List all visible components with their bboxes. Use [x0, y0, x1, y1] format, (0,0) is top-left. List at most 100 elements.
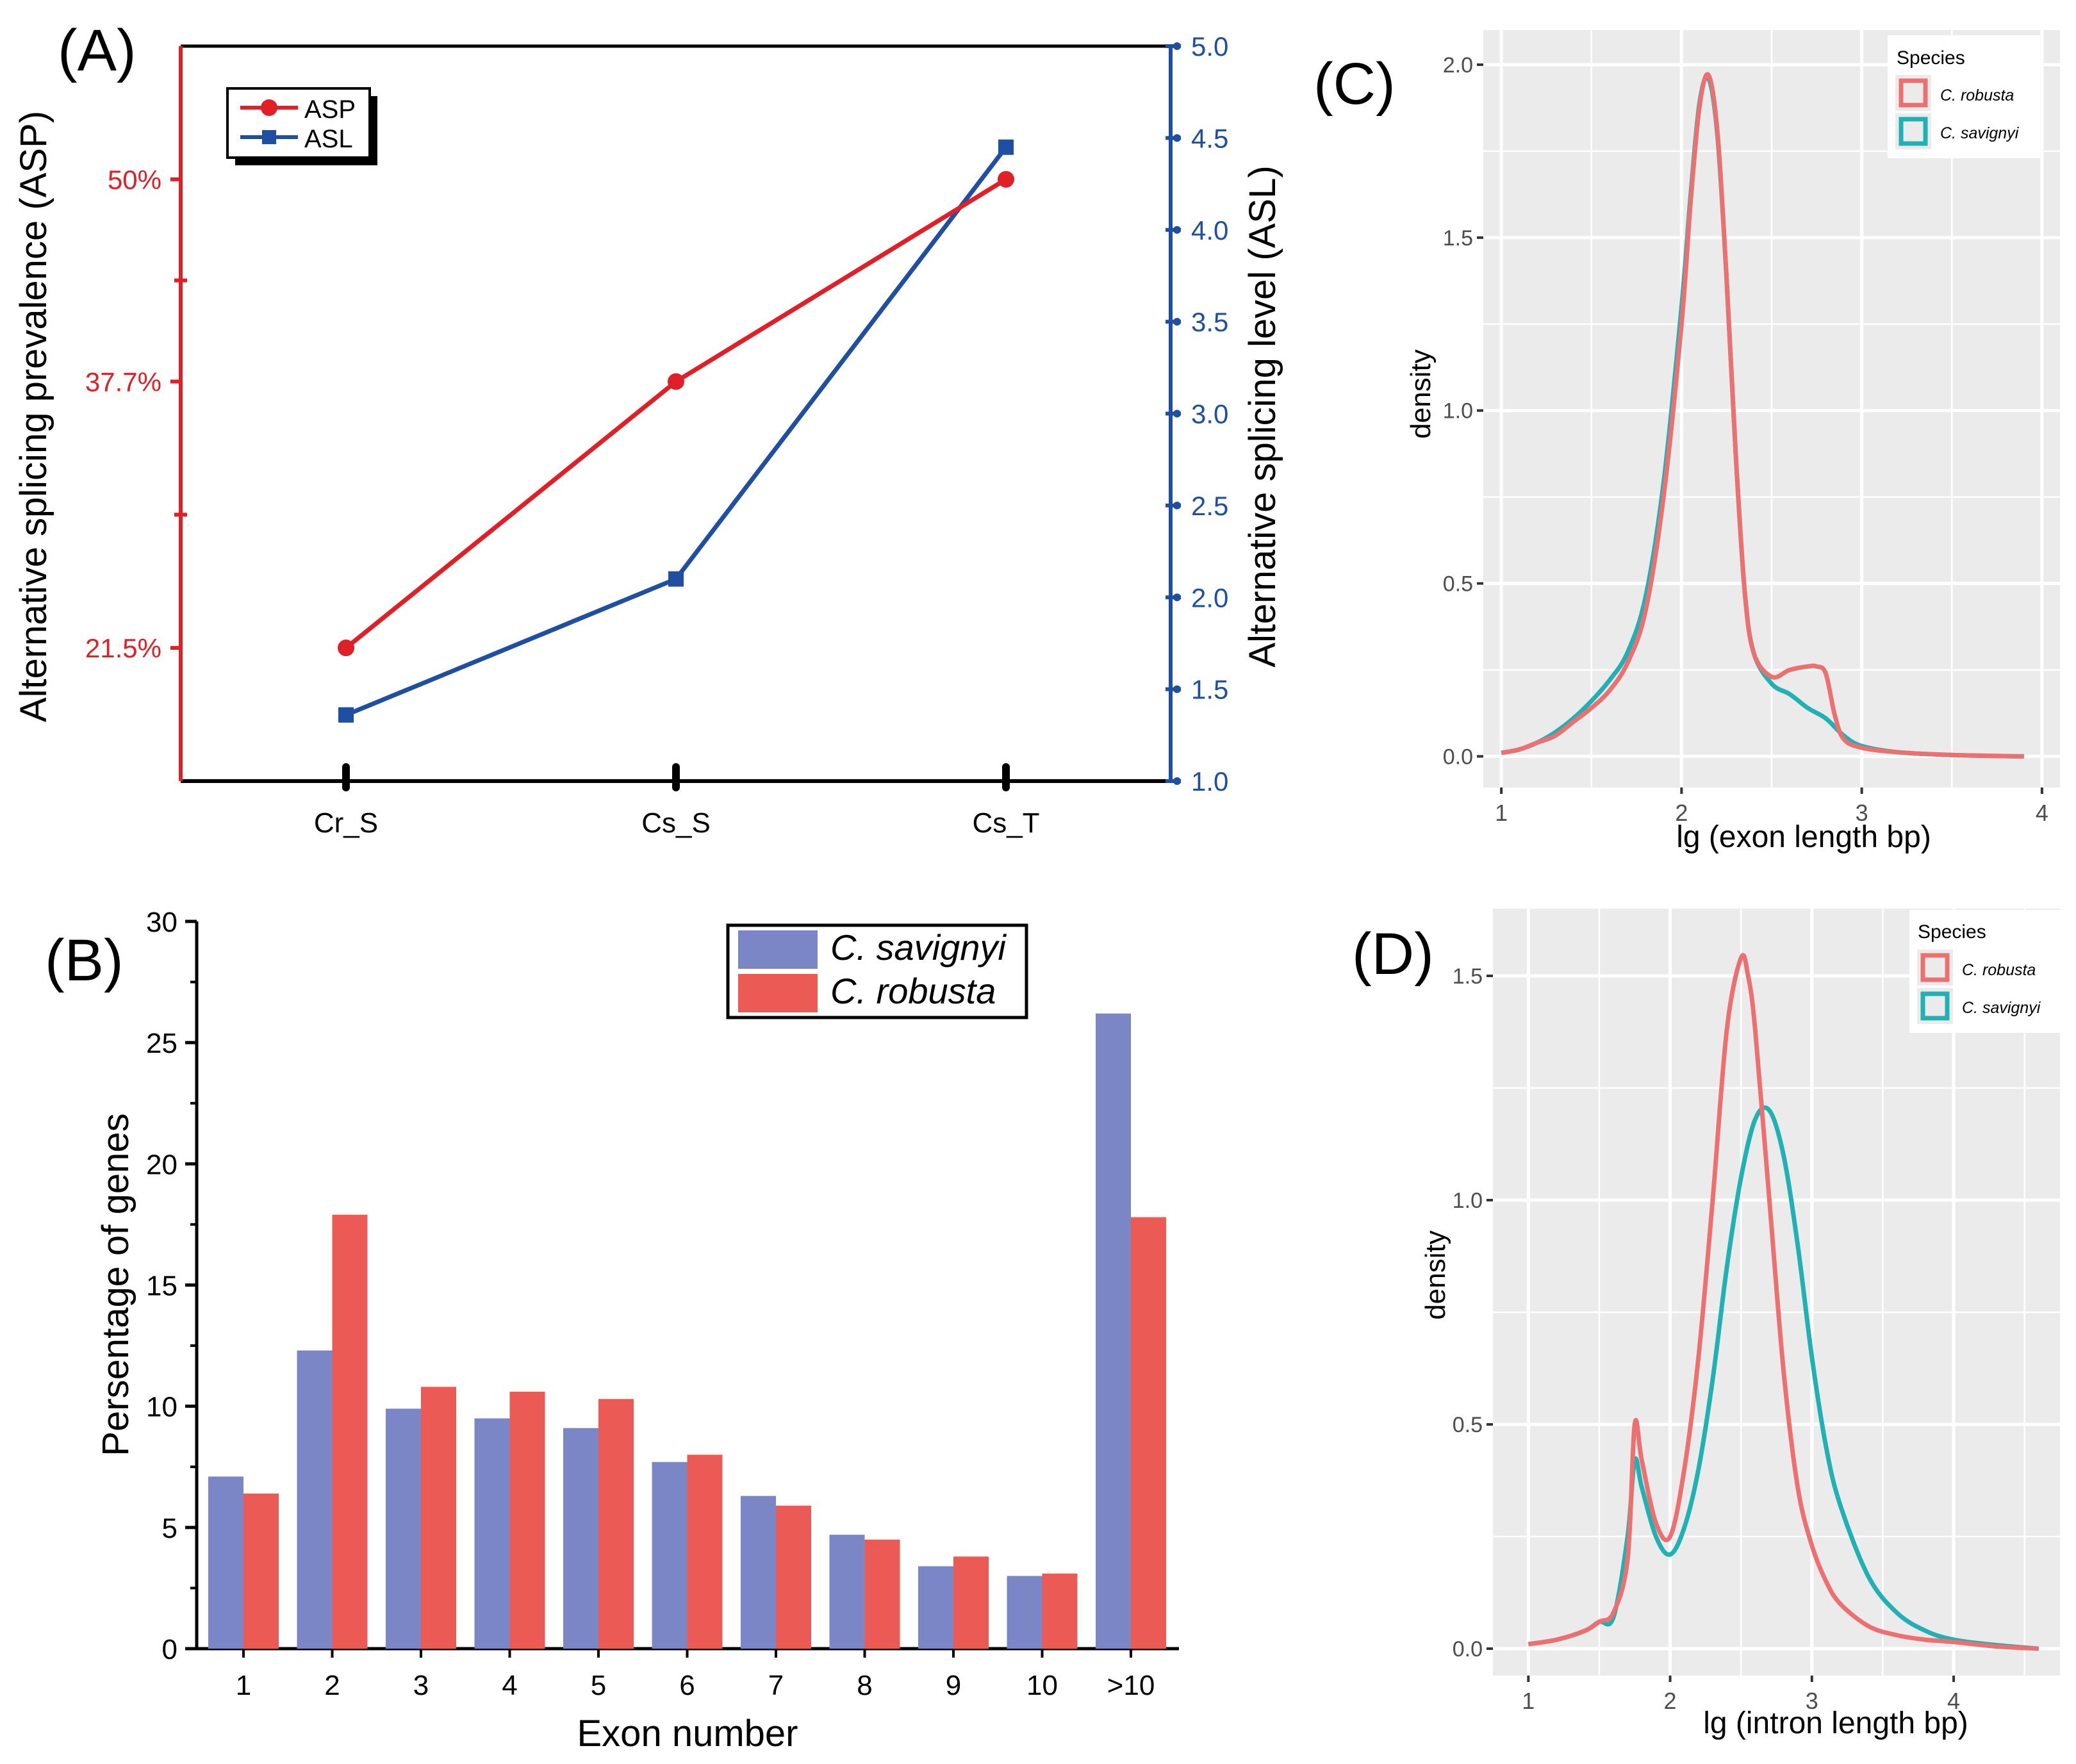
- panel-c-xlabel: lg (exon length bp): [1676, 820, 1931, 854]
- legend-savignyi-label: C. savignyi: [1962, 999, 2041, 1017]
- bar-robusta: [776, 1505, 811, 1649]
- bar-savignyi: [563, 1428, 598, 1649]
- right-tick-dot: [1173, 226, 1181, 234]
- bar-robusta: [687, 1455, 723, 1649]
- legend-robusta-swatch: [1899, 78, 1928, 108]
- right-tick-dot: [1173, 318, 1181, 326]
- x-tick-label: 2: [324, 1670, 340, 1701]
- right-tick-label: 3.5: [1191, 307, 1228, 337]
- panel-b-label: (B): [45, 928, 124, 993]
- x-tick-label: >10: [1107, 1670, 1155, 1701]
- legend-robusta-label: C. robusta: [1962, 961, 2036, 979]
- y-tick-label: 5: [162, 1513, 177, 1544]
- x-tick-label: 7: [768, 1670, 784, 1701]
- density-curves: [1528, 953, 2039, 1651]
- bar-marks: [208, 1013, 1166, 1649]
- panel-d-label: (D): [1352, 921, 1434, 987]
- x-tick-label: 3: [1856, 800, 1868, 826]
- legend-savignyi-swatch: [738, 930, 818, 969]
- legend-box: [226, 87, 371, 159]
- right-tick-dot: [1173, 593, 1181, 602]
- panel-d-xlabel: lg (intron length bp): [1703, 1706, 1968, 1740]
- x-tick-label: 10: [1026, 1670, 1058, 1701]
- x-tick-label: 4: [1947, 1688, 1960, 1714]
- density-curves: [1501, 72, 2024, 759]
- asl-line: [345, 145, 1008, 718]
- legend-savignyi-label: C. savignyi: [830, 927, 1007, 968]
- right-axis-ticks: 1.0 1.5 2.0 2.5 3.0 3.5 4.0 4.5 5.0: [1166, 31, 1228, 796]
- bar-savignyi: [652, 1462, 688, 1649]
- bar-savignyi: [918, 1566, 953, 1649]
- legend-asl-marker: [262, 130, 276, 144]
- x-tick-label: 2: [1675, 800, 1688, 826]
- panel-a-left-ylabel: Alternative splicing prevalence (ASP): [13, 111, 54, 722]
- right-tick-dot: [1173, 777, 1181, 785]
- x-tick-label: 3: [413, 1670, 429, 1701]
- panel-b-ylabel: Persentage of genes: [95, 1113, 136, 1456]
- bar-savignyi: [829, 1535, 865, 1649]
- asp-point: [338, 639, 354, 657]
- bar-savignyi: [297, 1350, 333, 1649]
- panel-a-right-ylabel: Alternative splicing level (ASL): [1242, 165, 1283, 667]
- x-tick-label: Cr_S: [314, 807, 378, 839]
- right-tick-dot: [1173, 685, 1181, 693]
- x-tick-label: 8: [857, 1670, 872, 1701]
- grid-lines: [1493, 909, 2060, 1676]
- legend-savignyi-swatch: [1899, 117, 1928, 146]
- panel-c-ylabel: density: [1405, 349, 1437, 438]
- density-line-robusta: [1501, 72, 2024, 759]
- bar-savignyi: [1007, 1576, 1042, 1649]
- x-axis-ticks: 1 2 3 4 5 6 7 8 9 10 >10: [236, 1649, 1155, 1701]
- right-tick-label: 2.5: [1191, 491, 1228, 521]
- x-tick-label: 3: [1806, 1688, 1818, 1714]
- legend-title: Species: [1897, 47, 1965, 69]
- right-tick-label: 1.5: [1191, 675, 1228, 705]
- panel-a-series: [338, 139, 1014, 723]
- right-tick-dot: [1173, 42, 1181, 50]
- y-tick-label: 0.0: [1453, 1637, 1483, 1661]
- panel-d: (D) 1 2 3 4 0.0 0.5 1.0 1.5 density lg (intron …: [1352, 909, 2060, 1740]
- right-tick-label: 3.0: [1191, 399, 1228, 429]
- x-tick-label: 1: [236, 1670, 251, 1701]
- axis-ticks: 1 2 3 4 0.0 0.5 1.0 1.5: [1453, 964, 1960, 1714]
- bar-robusta: [243, 1493, 279, 1649]
- right-tick-dot: [1173, 134, 1181, 142]
- bar-robusta: [1042, 1573, 1078, 1649]
- x-tick-label: 6: [679, 1670, 695, 1701]
- panel-a-label: (A): [58, 18, 136, 83]
- bar-robusta: [421, 1387, 456, 1649]
- y-axis-ticks: 0 5 10 15 20 25 30: [146, 907, 197, 1665]
- bar-robusta: [1131, 1217, 1166, 1649]
- right-tick-dot: [1173, 501, 1181, 509]
- asp-point: [998, 170, 1014, 188]
- x-axis-ticks: Cr_S Cs_S Cs_T: [314, 763, 1040, 839]
- bar-savignyi: [208, 1476, 243, 1649]
- left-tick-label: 21.5%: [85, 633, 161, 663]
- legend-robusta-swatch: [738, 974, 818, 1012]
- panel-d-ylabel: density: [1420, 1230, 1451, 1319]
- bar-savignyi: [474, 1418, 510, 1649]
- y-tick-label: 0.5: [1443, 572, 1473, 597]
- left-tick-label: 50%: [108, 165, 161, 195]
- y-tick-label: 15: [146, 1271, 177, 1302]
- bar-savignyi: [741, 1496, 776, 1649]
- y-tick-label: 1.5: [1453, 964, 1483, 989]
- density-line-robusta: [1528, 953, 2039, 1651]
- bar-robusta: [953, 1556, 989, 1649]
- bar-robusta: [598, 1399, 634, 1649]
- legend-asp-label: ASP: [304, 95, 356, 124]
- x-tick-label: Cs_T: [972, 807, 1039, 839]
- y-tick-label: 10: [146, 1392, 177, 1423]
- panel-c: (C) 1 2 3 4 0.0 0.5 1.0 1.5 2.0 density lg (exon…: [1314, 30, 2060, 854]
- legend-robusta-label: C. robusta: [1940, 87, 2014, 104]
- legend-title: Species: [1918, 921, 1986, 943]
- legend-asl-label: ASL: [304, 125, 353, 153]
- panel-b: (B) 0 5 10 15 20 25 30 1 2 3 4 5 6 7 8 9 10 >10 Persenta…: [45, 907, 1179, 1754]
- panel-b-xlabel: Exon number: [577, 1713, 798, 1754]
- grid-lines: [1483, 30, 2060, 787]
- right-tick-label: 2.0: [1191, 582, 1228, 613]
- x-tick-label: 1: [1522, 1688, 1535, 1714]
- bar-robusta: [864, 1539, 900, 1649]
- y-tick-label: 2.0: [1443, 53, 1473, 78]
- y-tick-label: 1.0: [1443, 399, 1473, 424]
